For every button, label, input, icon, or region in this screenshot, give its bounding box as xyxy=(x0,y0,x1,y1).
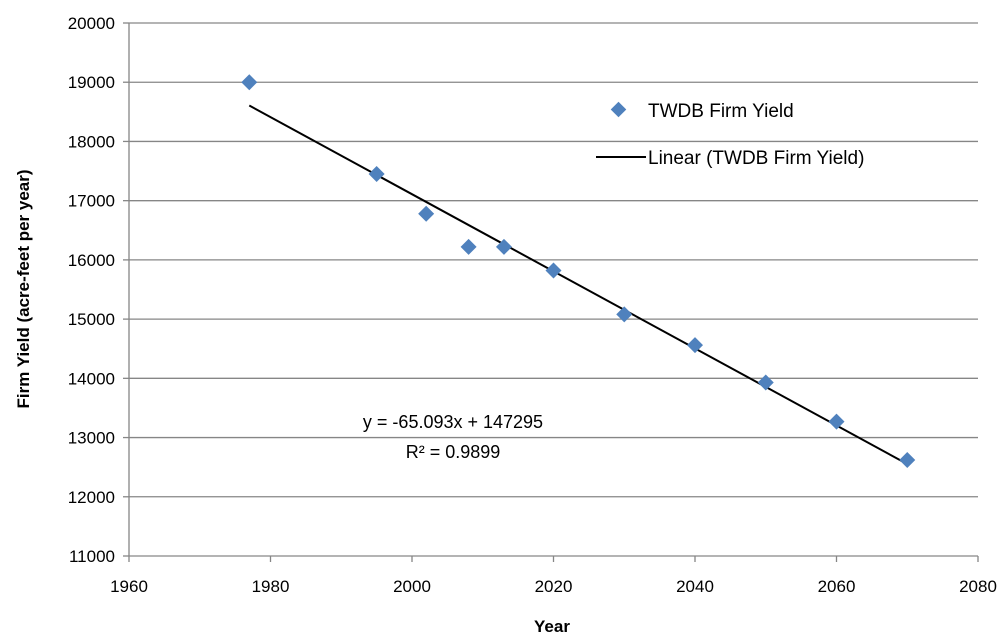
trendline-group xyxy=(248,104,908,465)
x-tick-label-2080: 2080 xyxy=(959,577,997,596)
data-point-2020 xyxy=(545,262,562,279)
x-tick-label-2060: 2060 xyxy=(818,577,856,596)
y-tick-label-19000: 19000 xyxy=(68,73,115,92)
legend-label-twdb-firm-yield: TWDB Firm Yield xyxy=(648,101,794,122)
legend-marker-twdb-firm-yield xyxy=(610,101,627,118)
legend-label-linear: Linear (TWDB Firm Yield) xyxy=(648,148,864,169)
data-point-2013 xyxy=(495,238,512,255)
x-tick-label-2000: 2000 xyxy=(393,577,431,596)
y-tick-label-12000: 12000 xyxy=(68,488,115,507)
axes xyxy=(123,22,979,562)
y-tick-label-15000: 15000 xyxy=(68,310,115,329)
trendline xyxy=(248,104,908,465)
data-point-1995 xyxy=(368,166,385,183)
x-tick-label-2020: 2020 xyxy=(535,577,573,596)
data-point-2060 xyxy=(828,413,845,430)
x-tick-label-2040: 2040 xyxy=(676,577,714,596)
y-tick-label-18000: 18000 xyxy=(68,132,115,151)
data-points xyxy=(241,74,916,469)
data-point-2008 xyxy=(460,238,477,255)
data-point-2030 xyxy=(616,306,633,323)
x-tick-labels: 1960 1980 2000 2020 2040 2060 2080 xyxy=(110,577,997,596)
y-tick-label-20000: 20000 xyxy=(68,14,115,33)
y-tick-label-17000: 17000 xyxy=(68,192,115,211)
y-tick-labels: 11000 12000 13000 14000 15000 16000 17000 18000… xyxy=(68,14,115,566)
y-tick-label-14000: 14000 xyxy=(68,369,115,388)
x-axis-title: Year xyxy=(534,617,570,634)
data-point-2070 xyxy=(899,452,916,469)
trendline-equation: y = -65.093x + 147295 xyxy=(363,412,543,432)
legend: TWDB Firm Yield Linear (TWDB Firm Yield) xyxy=(596,101,864,169)
y-tick-label-13000: 13000 xyxy=(68,429,115,448)
x-tick-label-1960: 1960 xyxy=(110,577,148,596)
trendline-r-squared: R² = 0.9899 xyxy=(406,442,501,462)
trendline-annotation: y = -65.093x + 147295 R² = 0.9899 xyxy=(363,412,543,462)
data-point-2002 xyxy=(418,205,435,222)
data-point-1977 xyxy=(241,74,258,91)
y-tick-label-11000: 11000 xyxy=(69,547,115,566)
data-point-2040 xyxy=(687,337,703,354)
gridlines xyxy=(129,22,978,498)
data-point-2050 xyxy=(757,374,774,391)
y-axis-title: Firm Yield (acre-feet per year) xyxy=(14,169,33,408)
y-tick-label-16000: 16000 xyxy=(68,251,115,270)
x-tick-label-1980: 1980 xyxy=(252,577,290,596)
